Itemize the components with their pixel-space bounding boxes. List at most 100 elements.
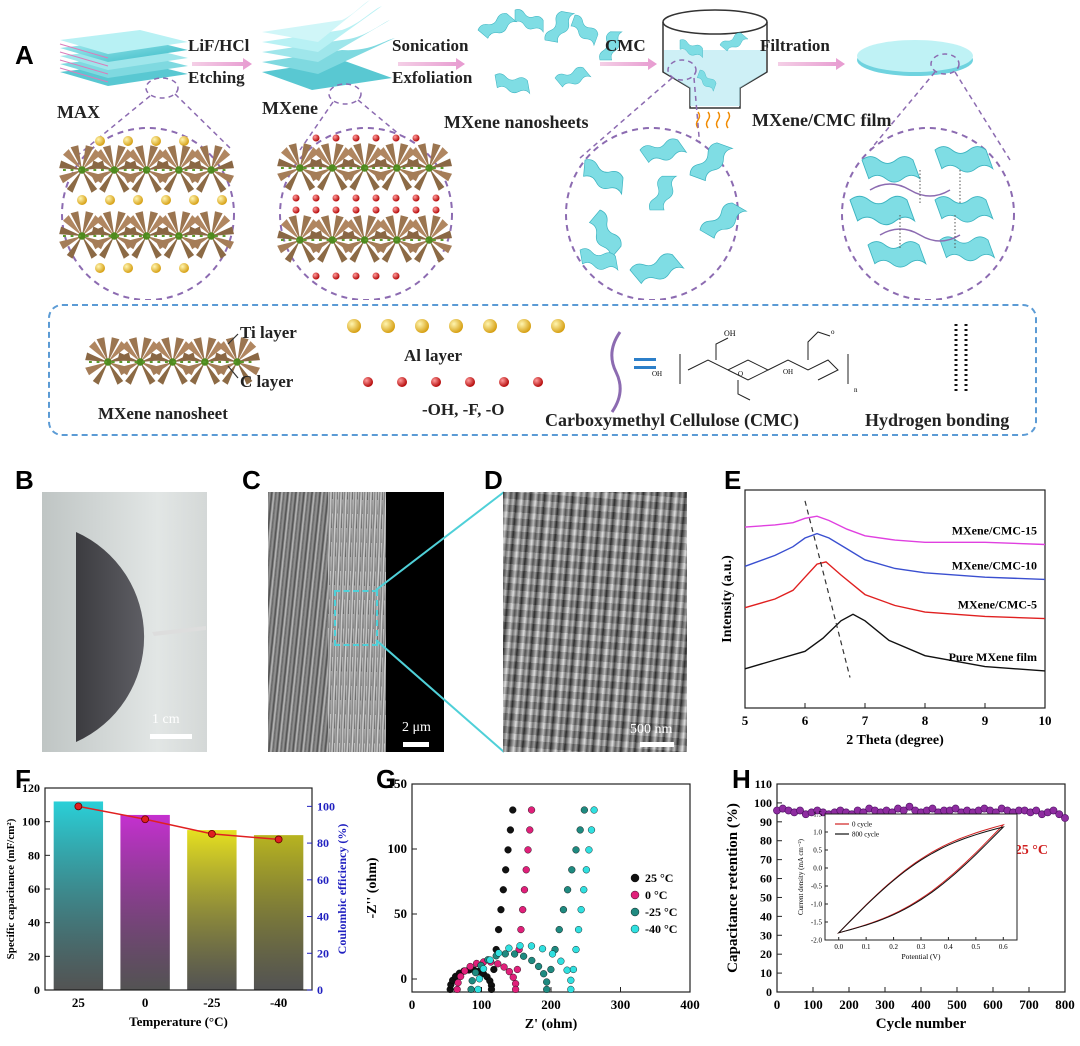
chart-g-point — [543, 985, 551, 994]
chart-h-xtick-label: 0 — [774, 997, 781, 1012]
chart-g-point — [457, 972, 465, 981]
chart-g-point — [567, 976, 575, 984]
panel-label-f: F — [15, 764, 31, 794]
chart-g-point — [524, 846, 532, 854]
chart-g-point — [516, 942, 524, 950]
chart-e-xtick-label: 10 — [1039, 713, 1052, 728]
chart-h-inset-xtick-label: 0.0 — [834, 943, 843, 951]
max-structure-zoom — [59, 136, 234, 273]
chart-e-series-line — [744, 515, 1046, 546]
chart-f-bar — [253, 835, 304, 990]
chart-h-xtick-label: 400 — [911, 997, 931, 1012]
chart-h-point — [1049, 806, 1058, 815]
arrow-2-bottom-label: Exfoliation — [392, 68, 473, 87]
sem-cross-section — [268, 492, 444, 752]
panel-label-c: C — [242, 465, 261, 495]
chart-g-point — [590, 806, 598, 814]
chart-h-ytick-label: 70 — [760, 853, 772, 867]
photo-b-scale-label: 1 cm — [152, 712, 180, 727]
chart-g-point — [466, 962, 474, 971]
legend-nanosheet: MXene nanosheet — [98, 404, 228, 423]
chart-h-xtick-label: 100 — [803, 997, 823, 1012]
chart-h-inset-xtick-label: 0.3 — [917, 943, 926, 951]
chart-g-point — [505, 968, 513, 976]
svg-text:o: o — [831, 328, 835, 336]
chart-h-inset-ytick-label: -1.0 — [811, 901, 823, 909]
panel-label-h: H — [732, 764, 751, 794]
chart-e-series-label: MXene/CMC-10 — [952, 558, 1037, 572]
legend-ti-layer: Ti layer — [240, 323, 297, 342]
chart-g-point — [555, 926, 563, 934]
chart-g-point — [509, 973, 517, 981]
svg-text:OH: OH — [724, 329, 736, 338]
chart-g-legend-marker — [630, 924, 640, 934]
stage-label-film: MXene/CMC film — [752, 110, 892, 130]
chart-e-xtick-label: 6 — [802, 713, 809, 728]
chart-h-ytick-label: 20 — [760, 947, 772, 961]
chart-g-xtick-label: 100 — [472, 997, 492, 1012]
legend-c-layer: C layer — [240, 372, 294, 391]
chart-g-point — [454, 979, 462, 987]
chart-g-ytick-label: 50 — [394, 906, 407, 921]
chart-g-point — [582, 866, 590, 874]
chart-h-inset-xtick-label: 0.5 — [971, 943, 980, 951]
chart-g-point — [580, 886, 588, 894]
chart-h-xtick-label: 800 — [1055, 997, 1075, 1012]
chart-g-point — [520, 886, 529, 894]
arrow-3-top-label: CMC — [605, 36, 646, 55]
mxene-splayed-illustration — [262, 0, 395, 90]
chart-h-ytick-label: 100 — [754, 796, 772, 810]
chart-e-xtick-label: 8 — [922, 713, 929, 728]
chart-f-y2tick-label: 100 — [317, 799, 335, 813]
chart-g-xtick-label: 0 — [409, 997, 416, 1012]
chart-h-point — [928, 804, 937, 813]
chart-f-xlabel: Temperature (°C) — [129, 1014, 228, 1029]
chart-g-point — [494, 926, 503, 934]
chart-f-y2label: Coulombic efficiency (%) — [335, 824, 349, 955]
chart-f-ytick-label: 120 — [22, 781, 40, 795]
legend-terminations: -OH, -F, -O — [422, 400, 505, 419]
chart-g-point — [564, 886, 572, 894]
schematic-legend-box — [48, 304, 1037, 436]
chart-e-series-line — [744, 561, 1046, 620]
chart-g-point — [572, 945, 580, 954]
arrow-1-top-label: LiF/HCl — [188, 36, 250, 55]
chart-e-series-line — [744, 613, 1046, 672]
chart-h-xtick-label: 200 — [839, 997, 859, 1012]
film-structure-zoom — [849, 146, 995, 268]
arrow-4-top-label: Filtration — [760, 36, 830, 55]
panel-label-e: E — [724, 465, 742, 495]
chart-h-inset-xtick-label: 0.4 — [944, 943, 953, 951]
chart-h-inset-ytick-label: 1.5 — [813, 811, 822, 819]
chart-g-point — [467, 985, 475, 994]
chart-g-point — [453, 985, 461, 994]
mxene-structure-zoom — [277, 134, 452, 280]
chart-f-y2tick-label: 60 — [317, 873, 329, 887]
chart-h-ytick-label: 50 — [760, 890, 772, 904]
chart-g-point — [490, 965, 498, 974]
chart-f-category-label: -25 — [203, 995, 221, 1010]
chart-g-legend-label: -25 °C — [645, 905, 677, 919]
zoom-connector-lines — [375, 491, 505, 753]
chart-f-capacitance: 0 20 40 60 80 100 120 0 20 40 60 80 100 25 0 -25 -40 Temp… — [5, 781, 349, 1029]
chart-f-efficiency-point — [74, 802, 83, 811]
chart-f-ytick-label: 60 — [28, 882, 40, 896]
chart-h-retention: 0 100 200 300 400 500 600 700 800 0 10 20 30 40 50 60 70… — [725, 777, 1075, 1032]
chart-f-bar — [120, 814, 170, 990]
chart-f-efficiency-point — [141, 815, 150, 824]
chart-g-point — [577, 906, 585, 914]
chart-h-ytick-label: 60 — [760, 872, 772, 886]
chart-g-point — [512, 985, 520, 994]
chart-e-ylabel: Intensity (a.u.) — [720, 555, 735, 643]
chart-e-series-label: MXene/CMC-5 — [958, 598, 1037, 612]
chart-g-point — [538, 945, 547, 953]
chart-h-inset-ytick-label: 0.5 — [813, 847, 822, 855]
chart-g-point — [502, 866, 510, 874]
chart-e-series-line — [744, 532, 1046, 581]
chart-h-inset-ytick-label: -2.0 — [811, 937, 823, 945]
chart-f-ytick-label: 0 — [34, 983, 40, 997]
chart-f-efficiency-point — [207, 830, 216, 838]
chart-h-point — [1061, 814, 1069, 822]
arrow-2-top-label: Sonication — [392, 36, 469, 55]
chart-h-inset-xtick-label: 0.1 — [862, 943, 871, 951]
